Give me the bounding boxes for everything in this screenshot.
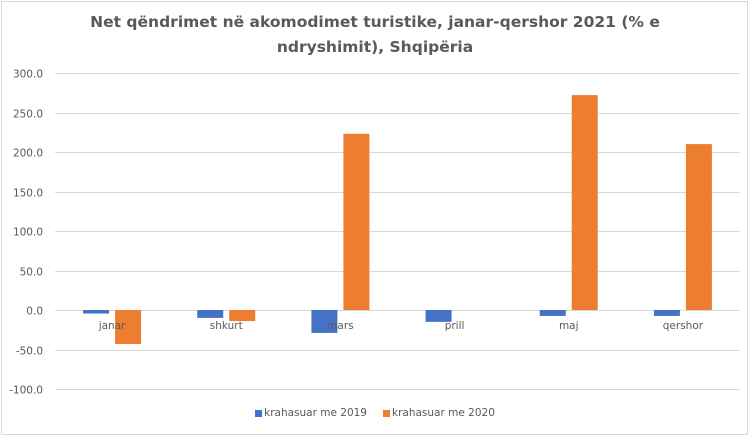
y-tick-label: 200.0 (13, 148, 43, 160)
x-tick-label: maj (559, 320, 579, 332)
y-tick-label: 100.0 (13, 227, 43, 239)
bar-prill-2019 (425, 310, 452, 322)
chart-title-line-1: Net qëndrimet në akomodimet turistike, j… (90, 13, 660, 31)
y-tick-label: -50.0 (16, 346, 43, 358)
chart-title: Net qëndrimet në akomodimet turistike, j… (0, 10, 750, 60)
y-axis-ticks: 300.0 250.0 200.0 150.0 100.0 50.0 0.0 -50.0 -10… (9, 69, 43, 397)
bars (83, 95, 712, 344)
legend-swatch-2020 (383, 409, 390, 417)
bar-janar-2020 (115, 310, 142, 344)
category-labels: janar shkurt mars prill maj qershor (98, 320, 704, 332)
y-tick-label: 300.0 (13, 69, 43, 81)
legend-label-2019: krahasuar me 2019 (264, 407, 367, 419)
y-tick-label: 0.0 (26, 306, 43, 318)
y-tick-label: -100.0 (9, 385, 43, 397)
bar-shkurt-2020 (229, 310, 256, 322)
x-tick-label: qershor (663, 320, 704, 332)
legend: krahasuar me 2019 krahasuar me 2020 (0, 407, 750, 419)
x-tick-label: shkurt (210, 320, 243, 332)
gridlines (55, 73, 740, 390)
x-tick-label: janar (98, 320, 126, 332)
bar-maj-2020 (571, 95, 598, 311)
bar-shkurt-2019 (197, 310, 224, 318)
y-tick-label: 250.0 (13, 109, 43, 121)
y-tick-label: 50.0 (20, 267, 43, 279)
legend-item-2020: krahasuar me 2020 (383, 407, 495, 419)
legend-item-2019: krahasuar me 2019 (255, 407, 367, 419)
bar-maj-2019 (539, 310, 566, 316)
bar-qershor-2020 (685, 144, 712, 310)
legend-swatch-2019 (255, 409, 263, 417)
chart-title-line-2: ndryshimit), Shqipëria (276, 38, 474, 56)
bar-mars-2019 (311, 310, 338, 333)
bar-mars-2020 (343, 133, 370, 310)
x-tick-label: prill (445, 320, 465, 332)
legend-label-2020: krahasuar me 2020 (392, 407, 495, 419)
x-tick-label: mars (327, 320, 353, 332)
bar-janar-2019 (83, 310, 110, 314)
bar-qershor-2019 (653, 310, 680, 316)
y-tick-label: 150.0 (13, 188, 43, 200)
